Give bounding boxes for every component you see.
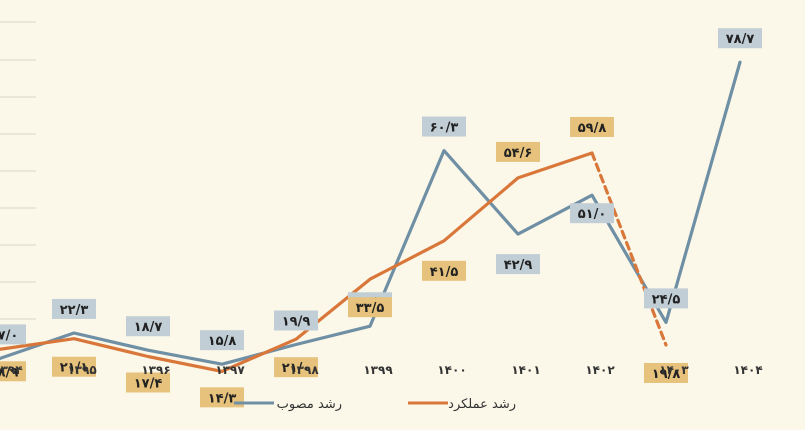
data-label-text: ۲۲/۳ <box>60 303 89 318</box>
data-label-box <box>570 203 614 224</box>
data-label-text: ۱۹/۹ <box>282 314 311 329</box>
data-label: ۱۸/۷ <box>126 316 170 337</box>
x-tick-label: ۱۴۰۴ <box>733 363 762 377</box>
data-label-text: ۷۸/۷ <box>726 32 755 47</box>
data-label: ۲۲/۳ <box>52 298 96 319</box>
data-label: ۱۷/۴ <box>126 372 170 393</box>
data-label-text: ۳۳/۵ <box>356 301 385 316</box>
data-label: ۲۱/۱ <box>52 356 96 377</box>
x-tick-label: ۱۴۰۱ <box>511 363 540 377</box>
data-label-box <box>0 361 26 382</box>
data-label-box <box>496 141 540 162</box>
data-label-box <box>126 316 170 337</box>
data-label: ۲۴/۵ <box>644 288 688 309</box>
series-lines <box>0 60 742 373</box>
data-label: ۵۱/۰ <box>570 203 614 224</box>
data-label-text: ۱۵/۸ <box>208 334 237 349</box>
data-label-box <box>274 310 318 331</box>
data-label: ۱۴/۳ <box>200 387 244 408</box>
data-label: ۶۰/۳ <box>422 116 466 137</box>
x-tick-label: ۱۳۹۶ <box>141 363 170 377</box>
data-label-box <box>718 28 762 49</box>
data-label: ۱۹/۸ <box>644 362 688 383</box>
data-label-text: ۱۹/۸ <box>652 367 681 382</box>
data-label-box <box>644 288 688 309</box>
data-label: ۵۴/۶ <box>496 141 540 162</box>
data-label-box <box>422 116 466 137</box>
data-label-box <box>644 362 688 383</box>
series-line-0 <box>0 60 742 366</box>
legend-label: رشد عملکرد <box>448 397 516 412</box>
data-label-text: ۲۱/۰ <box>282 361 311 376</box>
data-label-box <box>422 260 466 281</box>
x-tick-label: ۱۴۰۳ <box>659 363 689 377</box>
x-tick-label: ۱۳۹۹ <box>363 363 393 377</box>
data-label-text: ۲۱/۱ <box>60 361 89 376</box>
x-axis-tick-labels: ۱۳۹۴ ۱۳۹۵ ۱۳۹۶ ۱۳۹۷ ۱۳۹۸ ۱۳۹۹ ۱۴۰۰ ۱۴۰۱ ۱۴۰۲ ۱۴۰۳… <box>0 363 763 377</box>
data-label-box <box>200 387 244 408</box>
data-label-text: ۶۰/۳ <box>430 121 459 136</box>
data-label-box <box>52 356 96 377</box>
series-line-1 <box>0 151 594 373</box>
data-label-text: ۱۸/۷ <box>134 320 163 335</box>
data-label-box <box>0 324 26 345</box>
x-tick-label: ۱۳۹۸ <box>289 363 319 377</box>
data-label: ۵۹/۸ <box>570 116 614 137</box>
data-label-box <box>496 254 540 275</box>
data-labels: ۱۷/۰۲۲/۳۱۸/۷۱۵/۸۱۹/۹۲۳/۷۶۰/۳۴۲/۹۵۱/۰۲۴/۵… <box>0 28 762 408</box>
x-tick-label: ۱۳۹۷ <box>215 363 245 377</box>
data-label: ۲۱/۰ <box>274 357 318 378</box>
legend-item: رشد عملکرد <box>408 397 516 412</box>
grid-lines <box>0 21 36 320</box>
data-label-box <box>348 297 392 318</box>
data-label-text: ۵۱/۰ <box>578 207 607 222</box>
data-label: ۱۵/۸ <box>200 330 244 351</box>
legend: رشد مصوب رشد عملکرد <box>234 397 516 412</box>
data-label: ۴۲/۹ <box>496 254 540 275</box>
legend-label: رشد مصوب <box>277 397 342 412</box>
data-label-text: ۱۸/۹ <box>0 365 18 380</box>
data-label: ۱۷/۰ <box>0 324 26 345</box>
data-label: ۱۹/۹ <box>274 310 318 331</box>
data-label-text: ۱۴/۳ <box>208 391 237 406</box>
data-label-text: ۱۷/۰ <box>0 328 18 343</box>
data-label-box <box>274 357 318 378</box>
data-label-box <box>52 298 96 319</box>
legend-item: رشد مصوب <box>234 397 342 412</box>
data-label-box <box>200 330 244 351</box>
data-label-text: ۴۱/۵ <box>430 265 459 280</box>
x-tick-label: ۱۳۹۴ <box>0 363 23 377</box>
data-label-text: ۵۹/۸ <box>578 121 607 136</box>
data-label: ۱۸/۹ <box>0 361 26 382</box>
data-label: ۳۳/۵ <box>348 297 392 318</box>
data-label-box <box>570 116 614 137</box>
x-tick-label: ۱۴۰۲ <box>585 363 615 377</box>
data-label-text: ۲۴/۵ <box>652 292 681 307</box>
x-tick-label: ۱۴۰۰ <box>437 363 466 377</box>
x-tick-label: ۱۳۹۵ <box>67 363 96 377</box>
data-label-text: ۴۲/۹ <box>504 258 533 273</box>
data-label: ۴۱/۵ <box>422 260 466 281</box>
data-label: ۷۸/۷ <box>718 28 762 49</box>
data-label-text: ۵۴/۶ <box>504 146 533 161</box>
data-label-text: ۱۷/۴ <box>134 376 163 391</box>
data-label-box <box>126 372 170 393</box>
series-line-1-dashed <box>590 151 668 347</box>
